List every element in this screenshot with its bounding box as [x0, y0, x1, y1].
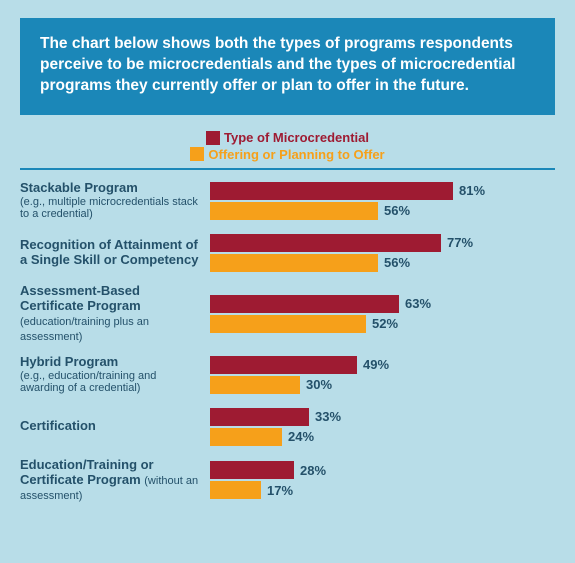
- bar: [210, 408, 309, 426]
- bars-group: 63% 52%: [210, 293, 555, 335]
- category-label-main: Certification: [20, 419, 200, 434]
- legend-item: Offering or Planning to Offer: [190, 146, 384, 162]
- bars-group: 77% 56%: [210, 232, 555, 274]
- chart-row: Recognition of Attainment of a Single Sk…: [20, 232, 555, 274]
- bar-value: 52%: [372, 316, 398, 331]
- category-label-sub: (e.g., education/training and awarding o…: [20, 370, 200, 395]
- bar-wrap: 17%: [210, 481, 555, 499]
- chart-row: Stackable Program(e.g., multiple microcr…: [20, 180, 555, 222]
- bar: [210, 182, 453, 200]
- bar: [210, 254, 378, 272]
- category-label: Education/Training or Certificate Progra…: [20, 458, 210, 503]
- bar-wrap: 33%: [210, 408, 555, 426]
- bar-wrap: 49%: [210, 356, 555, 374]
- chart-row: Education/Training or Certificate Progra…: [20, 458, 555, 503]
- bar-value: 81%: [459, 183, 485, 198]
- bar-wrap: 30%: [210, 376, 555, 394]
- category-label-main: Assessment-Based Certificate Program (ed…: [20, 284, 200, 344]
- legend-label: Offering or Planning to Offer: [208, 147, 384, 162]
- header-description: The chart below shows both the types of …: [20, 18, 555, 115]
- bar: [210, 315, 366, 333]
- bars-group: 33%24%: [210, 406, 555, 448]
- chart-row: Hybrid Program(e.g., education/training …: [20, 354, 555, 396]
- bar-wrap: 24%: [210, 428, 555, 446]
- bars-group: 81% 56%: [210, 180, 555, 222]
- category-label-sub: (without an assessment): [20, 475, 198, 502]
- bars-group: 28% 17%: [210, 459, 555, 501]
- bar: [210, 356, 357, 374]
- bar: [210, 376, 300, 394]
- legend-item: Type of Microcredential: [206, 129, 369, 145]
- category-label: Certification: [20, 419, 210, 434]
- legend-swatch: [190, 147, 204, 161]
- bar-wrap: 56%: [210, 254, 555, 272]
- bar-wrap: 56%: [210, 202, 555, 220]
- legend-label: Type of Microcredential: [224, 130, 369, 145]
- bars-group: 49% 30%: [210, 354, 555, 396]
- category-label-sub: (education/training plus an assessment): [20, 316, 149, 343]
- bar-value: 24%: [288, 429, 314, 444]
- bar: [210, 461, 294, 479]
- chart-row: Assessment-Based Certificate Program (ed…: [20, 284, 555, 344]
- bar-chart: Stackable Program(e.g., multiple microcr…: [20, 168, 555, 503]
- category-label: Assessment-Based Certificate Program (ed…: [20, 284, 210, 344]
- bar-value: 28%: [300, 463, 326, 478]
- bar: [210, 481, 261, 499]
- bar: [210, 202, 378, 220]
- chart-container: The chart below shows both the types of …: [0, 0, 575, 503]
- category-label-main: Education/Training or Certificate Progra…: [20, 458, 200, 503]
- legend-swatch: [206, 131, 220, 145]
- bar-value: 56%: [384, 203, 410, 218]
- bar: [210, 234, 441, 252]
- category-label-sub: (e.g., multiple microcredentials stack t…: [20, 196, 200, 221]
- category-label-main: Stackable Program: [20, 181, 200, 196]
- bar-value: 63%: [405, 296, 431, 311]
- bar: [210, 295, 399, 313]
- category-label: Stackable Program(e.g., multiple microcr…: [20, 181, 210, 221]
- bar-value: 17%: [267, 483, 293, 498]
- bar-wrap: 52%: [210, 315, 555, 333]
- category-label-main: Recognition of Attainment of a Single Sk…: [20, 238, 200, 268]
- bar-value: 77%: [447, 235, 473, 250]
- bar-value: 33%: [315, 409, 341, 424]
- legend: Type of Microcredential Offering or Plann…: [20, 129, 555, 162]
- bar-value: 30%: [306, 377, 332, 392]
- bar-value: 56%: [384, 255, 410, 270]
- bar-wrap: 81%: [210, 182, 555, 200]
- chart-row: Certification 33%24%: [20, 406, 555, 448]
- bar-wrap: 28%: [210, 461, 555, 479]
- category-label-main: Hybrid Program: [20, 355, 200, 370]
- bar-wrap: 63%: [210, 295, 555, 313]
- category-label: Hybrid Program(e.g., education/training …: [20, 355, 210, 395]
- category-label: Recognition of Attainment of a Single Sk…: [20, 238, 210, 268]
- bar-value: 49%: [363, 357, 389, 372]
- bar-wrap: 77%: [210, 234, 555, 252]
- bar: [210, 428, 282, 446]
